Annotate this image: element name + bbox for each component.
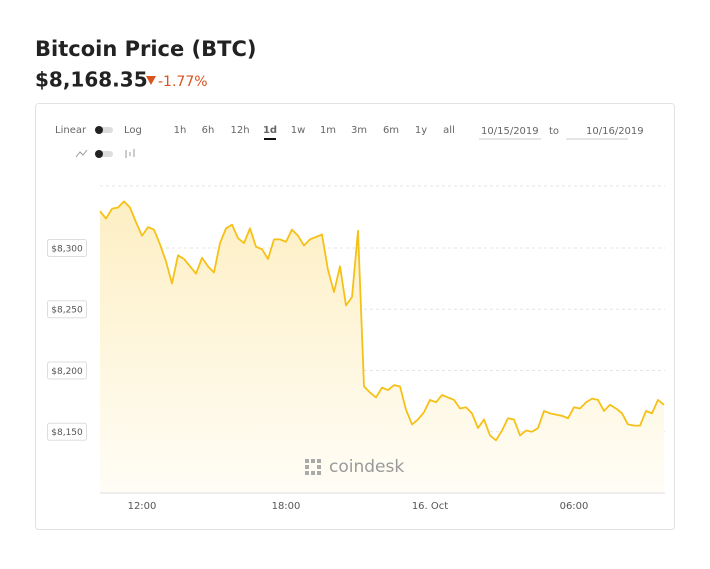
y-tick-box: [47, 422, 87, 441]
range-button[interactable]: 12h: [230, 125, 249, 136]
y-tick-box: [47, 361, 87, 380]
title: Bitcoin Price (BTC): [35, 37, 256, 61]
range-button[interactable]: 1y: [415, 125, 427, 136]
price-line: [99, 200, 665, 442]
price-change: -1.77%: [158, 74, 208, 90]
y-tick-box: [47, 300, 87, 319]
range-button[interactable]: 3m: [351, 125, 367, 136]
range-button[interactable]: 6h: [202, 125, 215, 136]
range-button[interactable]: 1w: [291, 125, 306, 136]
range-button[interactable]: all: [443, 125, 455, 136]
price: $8,168.35: [35, 68, 148, 92]
range-button[interactable]: 1d: [263, 125, 277, 136]
watermark-logo: [305, 459, 321, 475]
y-tick-box: [47, 238, 87, 257]
x-tick-label: 18:00: [272, 501, 301, 512]
x-tick-label: 06:00: [560, 501, 589, 512]
scale-log[interactable]: Log: [124, 125, 142, 136]
date-from[interactable]: 10/15/2019: [481, 126, 539, 137]
scale-linear[interactable]: Linear: [55, 125, 87, 136]
bar-icon[interactable]: [125, 149, 135, 158]
toggle-knob: [95, 126, 103, 134]
y-tick-label: $8,250: [51, 306, 83, 316]
date-to[interactable]: 10/16/2019: [586, 126, 644, 137]
y-tick-label: $8,150: [51, 428, 83, 438]
line-icon[interactable]: [75, 149, 88, 158]
y-tick-label: $8,200: [51, 367, 83, 377]
range-button[interactable]: 6m: [383, 125, 399, 136]
x-tick-label: 16. Oct: [412, 501, 448, 512]
x-tick-label: 12:00: [128, 501, 157, 512]
range-button[interactable]: 1h: [174, 125, 187, 136]
toggle-knob: [95, 150, 103, 158]
date-separator: to: [549, 126, 559, 137]
down-arrow: [146, 76, 156, 85]
watermark: coindesk: [329, 457, 404, 477]
y-tick-label: $8,300: [51, 244, 83, 254]
panel: [35, 103, 675, 530]
range-button[interactable]: 1m: [320, 125, 336, 136]
area: [100, 201, 664, 493]
